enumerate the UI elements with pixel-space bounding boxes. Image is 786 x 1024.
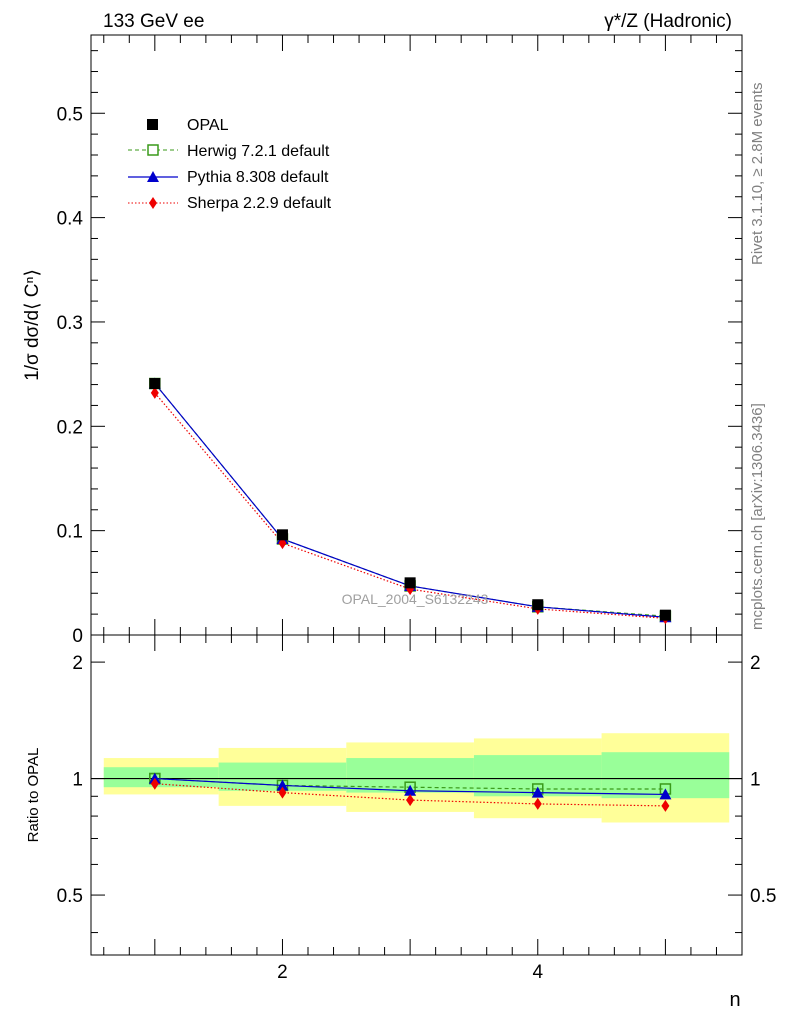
legend: OPAL Herwig 7.2.1 default Pythia 8.308 d… — [128, 117, 332, 212]
legend-opal-label: OPAL — [187, 117, 229, 134]
ratio-pythia-point — [404, 784, 417, 796]
header-right: γ*/Z (Hadronic) — [604, 11, 732, 32]
ratio-sherpa-point — [278, 786, 287, 799]
main-sherpa-point — [150, 386, 159, 399]
legend-opal-marker — [147, 119, 158, 130]
ratio-y-tick-label-right: 1 — [750, 770, 761, 791]
main-y-tick-label: 0 — [72, 626, 83, 647]
ratio-y-tick-label: 0.5 — [57, 886, 83, 907]
legend-sherpa-marker — [149, 197, 157, 209]
legend-pythia-label: Pythia 8.308 default — [187, 169, 329, 186]
ratio-y-tick-label: 2 — [72, 653, 83, 674]
main-y-tick-label: 0.5 — [57, 104, 83, 125]
legend-herwig-marker — [147, 144, 159, 156]
legend-herwig-label: Herwig 7.2.1 default — [187, 143, 330, 160]
rivet-label: Rivet 3.1.10, ≥ 2.8M events — [749, 83, 766, 266]
main-y-tick-label: 0.2 — [57, 417, 83, 438]
main-opal-point — [659, 609, 671, 621]
main-y-axis-label: 1/σ dσ/d⟨ Cⁿ⟩ — [22, 269, 43, 381]
ratio-sherpa-point — [406, 794, 415, 807]
ratio-sherpa-point — [150, 777, 159, 790]
watermark: OPAL_2004_S6132243 — [342, 591, 489, 607]
band-inner — [103, 767, 219, 788]
main-y-tick-label: 0.4 — [57, 209, 84, 230]
ratio-y-tick-label-right: 2 — [750, 653, 761, 674]
ratio-sherpa-point — [533, 797, 542, 810]
ratio-frame — [90, 634, 743, 956]
ratio-pythia-point — [659, 788, 672, 800]
header-left: 133 GeV ee — [103, 11, 204, 32]
mcplots-label: mcplots.cern.ch [arXiv:1306.3436] — [749, 403, 766, 630]
series-layer — [148, 377, 672, 812]
x-tick-label: 2 — [277, 962, 288, 983]
ratio-uncertainty-bands — [91, 733, 742, 823]
x-tick-label: 4 — [532, 962, 543, 983]
main-y-tick-label: 0.3 — [57, 313, 83, 334]
ratio-y-axis-label: Ratio to OPAL — [25, 748, 42, 843]
main-opal-point — [149, 378, 161, 390]
ratio-sherpa-point — [661, 799, 670, 812]
x-axis-label: n — [729, 989, 740, 1011]
main-opal-point — [532, 599, 544, 611]
legend-pythia-marker — [147, 171, 159, 182]
main-opal-point — [276, 529, 288, 541]
main-opal-point — [404, 577, 416, 589]
axes: 0 0.1 0.2 0.3 0.4 0.5 0.5 0.5 1 1 2 2 2 4 — [57, 34, 776, 983]
ratio-y-tick-label: 1 — [72, 770, 83, 791]
ratio-pythia-point — [531, 786, 544, 798]
main-y-tick-label: 0.1 — [57, 522, 83, 543]
legend-sherpa-label: Sherpa 2.2.9 default — [187, 195, 332, 212]
ratio-pythia-point — [276, 779, 289, 791]
ratio-y-tick-label-right: 0.5 — [750, 886, 776, 907]
